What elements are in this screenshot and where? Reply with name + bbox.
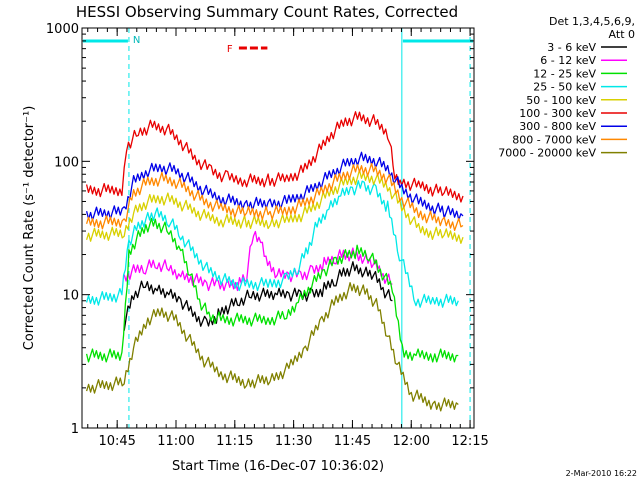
night-label: N — [133, 35, 140, 46]
legend-label: 100 - 300 keV — [519, 107, 596, 120]
series-line-300-800-kev — [85, 151, 464, 221]
y-tick-label: 1 — [71, 422, 79, 437]
legend-label: 25 - 50 keV — [533, 81, 596, 94]
series-line-12-25-kev — [85, 217, 459, 363]
x-tick-label: 11:45 — [334, 434, 371, 449]
y-tick-label: 100 — [54, 155, 79, 170]
legend-label: 50 - 100 keV — [526, 94, 596, 107]
y-axis-label: Corrected Count Rate (s⁻¹ detector⁻¹) — [22, 106, 37, 351]
legend-header-line-1: Det 1,3,4,5,6,9, — [549, 15, 635, 28]
flare-label: F — [227, 44, 233, 55]
chart-title: HESSI Observing Summary Count Rates, Cor… — [76, 3, 458, 21]
x-tick-label: 11:00 — [157, 434, 194, 449]
x-axis-label: Start Time (16-Dec-07 10:36:02) — [172, 459, 384, 474]
footer-date: 2-Mar-2010 16:22 — [566, 469, 637, 478]
y-tick-label: 10 — [62, 289, 79, 304]
series-line-25-50-kev — [85, 180, 459, 308]
legend-label: 800 - 7000 keV — [512, 133, 596, 146]
axis-ticks: 1 10 100 1000 10:45 11:00 11:15 11:30 11:45 12:00… — [46, 22, 489, 449]
legend-label: 12 - 25 keV — [533, 67, 596, 80]
x-tick-label: 10:45 — [98, 434, 135, 449]
series-line-3-6-kev — [123, 261, 393, 331]
series-group — [85, 111, 464, 412]
legend-label: 6 - 12 keV — [540, 54, 596, 67]
plot-frame — [81, 27, 475, 429]
x-tick-label: 11:15 — [216, 434, 253, 449]
legend-label: 3 - 6 keV — [547, 41, 596, 54]
x-tick-label: 11:30 — [275, 434, 312, 449]
x-tick-label: 12:15 — [451, 434, 488, 449]
legend-label: 7000 - 20000 keV — [498, 147, 596, 160]
series-line-100-300-kev — [85, 111, 464, 203]
series-line-7000-20000-kev — [85, 282, 459, 412]
series-line-800-7000-kev — [85, 162, 464, 232]
series-line-6-12-kev — [123, 230, 393, 292]
y-tick-label: 1000 — [46, 22, 79, 37]
legend-label: 300 - 800 keV — [519, 120, 596, 133]
legend-header-line-2: Att 0 — [609, 28, 635, 41]
x-tick-label: 12:00 — [393, 434, 430, 449]
